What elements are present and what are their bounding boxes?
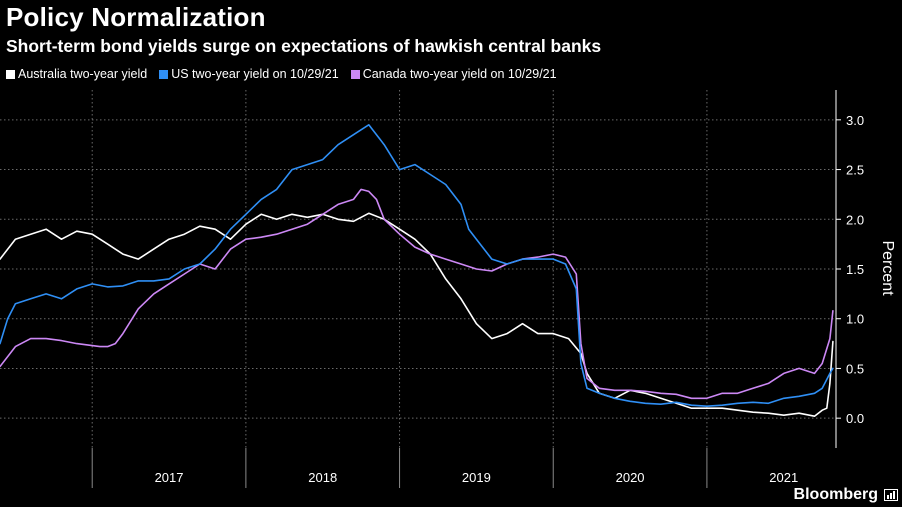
tick-labels: 0.0 0.5 1.0 1.5 2.0 2.5 3.0 2017 2018 2019 2020 202… [155,113,864,485]
series-lines [0,124,834,417]
series-line-canada [0,188,834,400]
x-tick-label: 2019 [462,470,491,485]
y-tick-label: 0.5 [846,361,864,376]
series-line-us [0,124,834,407]
chart-title: Policy Normalization [6,2,266,32]
y-tick-label: 0.0 [846,411,864,426]
legend-label-canada: Canada two-year yield on 10/29/21 [362,67,557,81]
legend-item-australia: Australia two-year yield [6,67,147,81]
bloomberg-logo: Bloomberg [793,486,878,503]
y-tick-label: 1.5 [846,262,864,277]
legend-swatch-us [159,69,169,79]
gridlines [0,90,836,448]
series-line-australia [0,212,834,417]
y-tick-label: 2.5 [846,163,864,178]
chart-subtitle: Short-term bond yields surge on expectat… [6,36,602,56]
y-tick-label: 3.0 [846,113,864,128]
legend-item-us: US two-year yield on 10/29/21 [159,67,339,81]
y-axis-label: Percent [879,240,896,296]
axes [91,90,841,488]
x-tick-label: 2017 [155,470,184,485]
x-tick-label: 2018 [308,470,337,485]
legend-swatch-canada [350,69,360,79]
y-tick-label: 1.0 [846,312,864,327]
x-tick-label: 2020 [616,470,645,485]
x-tick-label: 2021 [769,470,798,485]
legend: Australia two-year yield US two-year yie… [6,67,557,81]
legend-label-us: US two-year yield on 10/29/21 [171,67,339,81]
legend-label-australia: Australia two-year yield [18,67,148,81]
legend-swatch-australia [6,69,15,79]
y-tick-label: 2.0 [846,212,864,227]
legend-item-canada: Canada two-year yield on 10/29/21 [350,67,557,81]
bloomberg-mark-icon [884,489,898,501]
